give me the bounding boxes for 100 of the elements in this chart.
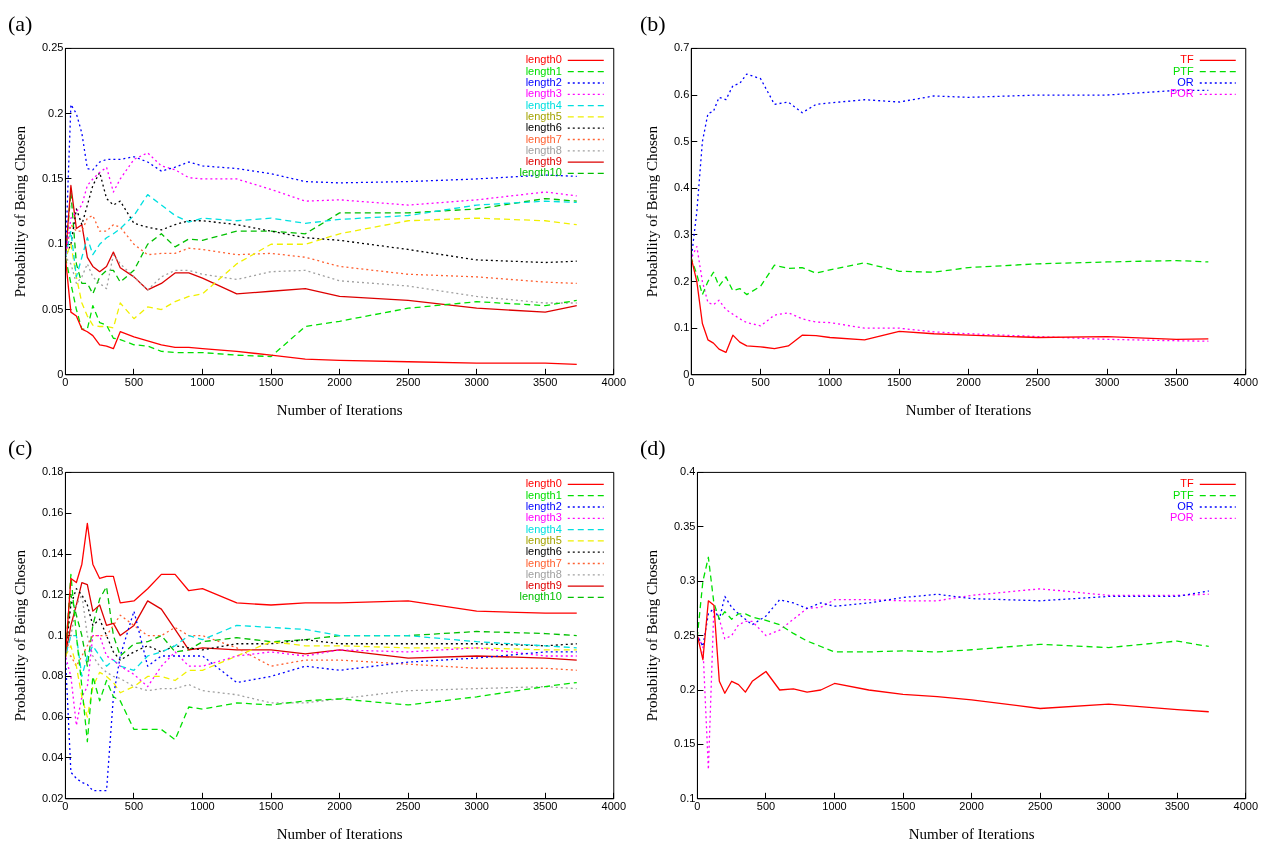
y-tick-label: 0.18: [41, 465, 64, 478]
y-tick-label: 0.06: [41, 710, 64, 723]
x-tick-label: 2500: [1027, 800, 1053, 813]
legend-label: length0: [525, 53, 562, 66]
legend-label: POR: [1169, 511, 1194, 524]
y-axis-title: Probability of Being Chosen: [11, 125, 28, 298]
legend-label: length1: [525, 488, 562, 501]
legend-label: OR: [1177, 76, 1194, 89]
x-tick-label: 4000: [1233, 376, 1259, 389]
x-tick-label: 1000: [190, 376, 215, 389]
legend-label: length1: [525, 64, 562, 77]
legend-label: length6: [525, 545, 562, 558]
y-tick-label: 0.25: [41, 41, 64, 54]
y-tick-label: 0.08: [41, 669, 64, 682]
x-tick-label: 500: [756, 800, 776, 813]
y-axis-title: Probability of Being Chosen: [643, 549, 660, 722]
y-tick-label: 0.2: [48, 106, 64, 119]
x-tick-label: 2000: [327, 800, 352, 813]
x-tick-label: 1500: [890, 800, 916, 813]
y-tick-label: 0.4: [680, 465, 696, 478]
y-tick-label: 0.3: [680, 574, 696, 587]
y-axis-title: Probability of Being Chosen: [643, 125, 660, 298]
y-tick-label: 0.1: [673, 321, 690, 334]
y-tick-label: 0.1: [48, 237, 64, 250]
x-axis-title: Number of Iterations: [905, 401, 1032, 418]
legend-label: length0: [525, 477, 562, 490]
y-tick-label: 0.35: [673, 519, 696, 532]
x-tick-label: 3000: [1096, 800, 1121, 813]
y-tick-label: 0.5: [673, 134, 690, 147]
legend-label: length10: [519, 590, 562, 603]
legend-label: length2: [525, 76, 562, 89]
x-tick-label: 3000: [464, 800, 489, 813]
x-tick-label: 4000: [601, 376, 627, 389]
x-tick-label: 2000: [959, 800, 984, 813]
x-tick-label: 3500: [1164, 800, 1190, 813]
y-tick-label: 0.1: [680, 791, 696, 804]
x-tick-label: 3500: [532, 376, 558, 389]
legend-label: length4: [525, 522, 562, 535]
y-tick-label: 0: [57, 367, 64, 380]
x-tick-label: 4000: [1233, 800, 1259, 813]
x-tick-label: 2500: [395, 376, 421, 389]
x-tick-label: 500: [124, 800, 144, 813]
x-tick-label: 500: [124, 376, 144, 389]
y-tick-label: 0.7: [673, 41, 690, 54]
legend-label: TF: [1180, 477, 1195, 490]
legend-label: TF: [1180, 53, 1195, 66]
y-tick-label: 0.14: [41, 547, 64, 560]
y-tick-label: 0.2: [680, 683, 696, 696]
y-tick-label: 0.15: [41, 171, 64, 184]
x-tick-label: 1000: [817, 376, 843, 389]
legend-label: PTF: [1172, 488, 1195, 501]
x-tick-label: 1500: [258, 800, 284, 813]
x-tick-label: 3500: [532, 800, 558, 813]
y-tick-label: 0.25: [673, 628, 696, 641]
legend-label: POR: [1169, 87, 1194, 100]
y-tick-label: 0.4: [673, 181, 690, 194]
y-tick-label: 0.04: [41, 751, 64, 764]
chart-title: (b): [640, 10, 666, 36]
x-axis-title: Number of Iterations: [276, 401, 403, 418]
legend-label: length9: [525, 155, 562, 168]
x-tick-label: 1000: [190, 800, 215, 813]
x-tick-label: 2500: [395, 800, 421, 813]
chart-title: (a): [8, 10, 33, 36]
legend-label: OR: [1177, 500, 1194, 513]
x-axis-title: Number of Iterations: [908, 825, 1035, 842]
x-tick-label: 3000: [1094, 376, 1120, 389]
x-tick-label: 2500: [1025, 376, 1051, 389]
y-tick-label: 0.6: [673, 88, 690, 101]
y-tick-label: 0.15: [673, 737, 696, 750]
legend-label: length7: [525, 556, 562, 569]
y-tick-label: 0.05: [41, 302, 64, 315]
x-tick-label: 2000: [327, 376, 352, 389]
legend-label: length4: [525, 98, 562, 111]
x-tick-label: 500: [751, 376, 770, 389]
legend-label: length9: [525, 579, 562, 592]
y-tick-label: 0: [683, 367, 690, 380]
legend-label: length8: [525, 143, 562, 156]
x-axis-title: Number of Iterations: [276, 825, 403, 842]
legend-label: length10: [519, 166, 562, 179]
legend-label: length7: [525, 132, 562, 145]
legend-label: length3: [525, 511, 562, 524]
x-tick-label: 2000: [956, 376, 981, 389]
legend-label: length2: [525, 500, 562, 513]
x-tick-label: 1500: [258, 376, 284, 389]
x-tick-label: 3000: [464, 376, 489, 389]
y-tick-label: 0.1: [48, 628, 64, 641]
x-tick-label: 1500: [886, 376, 912, 389]
legend-label: length8: [525, 567, 562, 580]
x-tick-label: 4000: [601, 800, 627, 813]
legend-label: PTF: [1172, 64, 1195, 77]
legend-label: length3: [525, 87, 562, 100]
y-tick-label: 0.2: [673, 274, 690, 287]
y-tick-label: 0.3: [673, 227, 690, 240]
chart-title: (d): [640, 434, 666, 460]
y-tick-label: 0.12: [41, 587, 64, 600]
legend-label: length6: [525, 121, 562, 134]
y-tick-label: 0.02: [41, 791, 64, 804]
y-axis-title: Probability of Being Chosen: [11, 549, 28, 722]
chart-title: (c): [8, 434, 33, 460]
x-tick-label: 3500: [1164, 376, 1189, 389]
